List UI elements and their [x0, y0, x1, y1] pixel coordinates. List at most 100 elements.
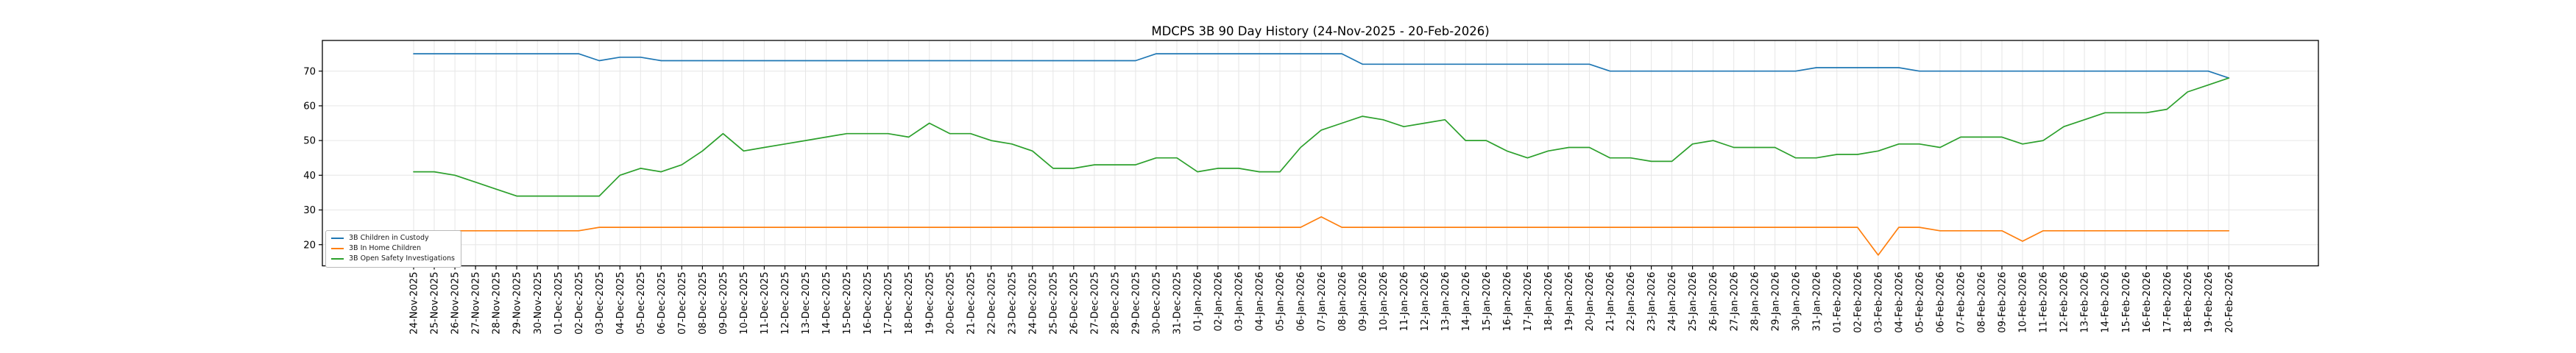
- x-tick-label: 26-Nov-2025: [450, 272, 461, 335]
- x-tick-label: 17-Dec-2025: [883, 272, 894, 335]
- plot-border: [322, 40, 2319, 267]
- x-tick-label: 18-Feb-2026: [2183, 272, 2194, 333]
- x-tick-label: 06-Jan-2026: [1296, 272, 1307, 332]
- x-tick-label: 11-Feb-2026: [2039, 272, 2050, 333]
- x-tick-label: 20-Feb-2026: [2224, 272, 2235, 333]
- x-tick-label: 11-Dec-2025: [760, 272, 771, 335]
- x-tick-label: 20-Jan-2026: [1585, 272, 1596, 332]
- x-tick-label: 21-Dec-2025: [966, 272, 977, 335]
- x-tick-label: 09-Jan-2026: [1358, 272, 1369, 332]
- x-tick-label: 27-Nov-2025: [471, 272, 482, 335]
- x-tick-label: 19-Dec-2025: [924, 272, 935, 335]
- legend: 3B Children in Custody 3B In Home Childre…: [325, 230, 461, 268]
- legend-label: 3B In Home Children: [349, 243, 422, 252]
- x-tick-label: 12-Dec-2025: [780, 272, 791, 335]
- x-tick-label: 03-Feb-2026: [1874, 272, 1885, 333]
- series-line: [413, 53, 2230, 79]
- chart-title: MDCPS 3B 90 Day History (24-Nov-2025 - 2…: [1151, 24, 1490, 38]
- x-tick-label: 13-Dec-2025: [801, 272, 812, 335]
- x-tick-label: 31-Jan-2026: [1811, 272, 1822, 332]
- x-tick-label: 28-Nov-2025: [492, 272, 503, 335]
- x-tick-label: 18-Jan-2026: [1543, 272, 1554, 332]
- x-tick-label: 08-Feb-2026: [1977, 272, 1988, 333]
- x-tick-label: 03-Jan-2026: [1234, 272, 1245, 332]
- x-tick-label: 04-Dec-2025: [615, 272, 626, 335]
- x-tick-label: 15-Dec-2025: [842, 272, 853, 335]
- x-tick-label: 04-Feb-2026: [1894, 272, 1906, 333]
- x-tick-label: 19-Jan-2026: [1564, 272, 1575, 332]
- x-tick-label: 05-Dec-2025: [636, 272, 647, 335]
- x-tick-label: 27-Dec-2025: [1090, 272, 1101, 335]
- x-tick-label: 07-Feb-2026: [1956, 272, 1967, 333]
- x-tick-label: 12-Jan-2026: [1420, 272, 1431, 332]
- y-tick-label: 30: [303, 205, 316, 216]
- x-tick-label: 20-Dec-2025: [945, 272, 956, 335]
- x-tick-label: 24-Jan-2026: [1667, 272, 1678, 332]
- x-tick-label: 16-Feb-2026: [2142, 272, 2153, 333]
- x-tick-label: 05-Jan-2026: [1275, 272, 1287, 332]
- y-tick-label: 20: [303, 240, 316, 251]
- x-tick-label: 25-Dec-2025: [1048, 272, 1059, 335]
- x-tick-label: 03-Dec-2025: [595, 272, 606, 335]
- x-tick-label: 16-Dec-2025: [863, 272, 874, 335]
- x-tick-label: 29-Nov-2025: [512, 272, 523, 335]
- x-tick-label: 13-Feb-2026: [2080, 272, 2091, 333]
- x-tick-label: 15-Feb-2026: [2121, 272, 2132, 333]
- x-tick-label: 01-Feb-2026: [1832, 272, 1843, 333]
- x-tick-label: 12-Feb-2026: [2059, 272, 2070, 333]
- x-tick-label: 17-Feb-2026: [2162, 272, 2173, 333]
- x-tick-label: 28-Jan-2026: [1749, 272, 1761, 332]
- x-tick-label: 19-Feb-2026: [2204, 272, 2215, 333]
- x-tick-label: 14-Jan-2026: [1461, 271, 1472, 331]
- x-tick-label: 25-Nov-2025: [430, 272, 441, 335]
- x-tick-label: 13-Jan-2026: [1440, 271, 1451, 331]
- x-tick-label: 30-Nov-2025: [533, 272, 544, 335]
- x-tick-label: 07-Dec-2025: [677, 272, 688, 335]
- x-tick-label: 08-Jan-2026: [1337, 272, 1348, 332]
- x-tick-label: 10-Dec-2025: [739, 272, 750, 335]
- x-tick-label: 16-Jan-2026: [1502, 272, 1513, 332]
- x-tick-label: 22-Dec-2025: [986, 272, 997, 335]
- x-tick-label: 30-Jan-2026: [1791, 272, 1802, 332]
- y-tick-label: 60: [303, 101, 316, 113]
- x-tick-label: 24-Dec-2025: [1027, 272, 1038, 335]
- x-tick-label: 23-Jan-2026: [1646, 272, 1657, 332]
- x-tick-label: 26-Jan-2026: [1708, 272, 1719, 332]
- y-tick-label: 40: [303, 171, 316, 182]
- x-tick-label: 10-Feb-2026: [2018, 272, 2029, 333]
- legend-item: 3B Children in Custody: [331, 234, 455, 243]
- x-tick-label: 29-Dec-2025: [1131, 272, 1142, 335]
- x-tick-label: 05-Feb-2026: [1915, 272, 1926, 333]
- series-line: [413, 77, 2230, 197]
- x-tick-label: 06-Dec-2025: [657, 272, 668, 335]
- x-tick-label: 24-Nov-2025: [409, 272, 420, 335]
- legend-line-swatch: [331, 258, 344, 260]
- x-tick-label: 23-Dec-2025: [1007, 272, 1018, 335]
- x-tick-label: 08-Dec-2025: [698, 272, 709, 335]
- x-tick-label: 14-Feb-2026: [2101, 272, 2112, 333]
- x-tick-label: 02-Jan-2026: [1214, 272, 1225, 332]
- x-tick-label: 21-Jan-2026: [1605, 272, 1616, 332]
- series-line: [413, 216, 2230, 256]
- legend-label: 3B Children in Custody: [349, 234, 429, 242]
- y-tick-label: 50: [303, 136, 316, 147]
- x-tick-label: 09-Feb-2026: [1998, 272, 2009, 333]
- x-tick-label: 22-Jan-2026: [1626, 272, 1637, 332]
- legend-label: 3B Open Safety Investigations: [349, 254, 455, 263]
- x-tick-label: 09-Dec-2025: [718, 272, 729, 335]
- x-tick-label: 01-Dec-2025: [553, 272, 565, 335]
- x-tick-label: 28-Dec-2025: [1111, 272, 1122, 335]
- x-tick-label: 29-Jan-2026: [1770, 272, 1781, 332]
- x-tick-label: 31-Dec-2025: [1172, 272, 1183, 335]
- x-tick-label: 11-Jan-2026: [1399, 272, 1410, 332]
- x-tick-label: 07-Jan-2026: [1317, 272, 1328, 332]
- legend-item: 3B Open Safety Investigations: [331, 254, 455, 263]
- x-tick-label: 15-Jan-2026: [1482, 272, 1493, 332]
- legend-line-swatch: [331, 248, 344, 250]
- x-tick-label: 26-Dec-2025: [1069, 272, 1080, 335]
- x-tick-label: 02-Dec-2025: [574, 272, 585, 335]
- x-tick-label: 25-Jan-2026: [1688, 272, 1699, 332]
- legend-line-swatch: [331, 238, 344, 240]
